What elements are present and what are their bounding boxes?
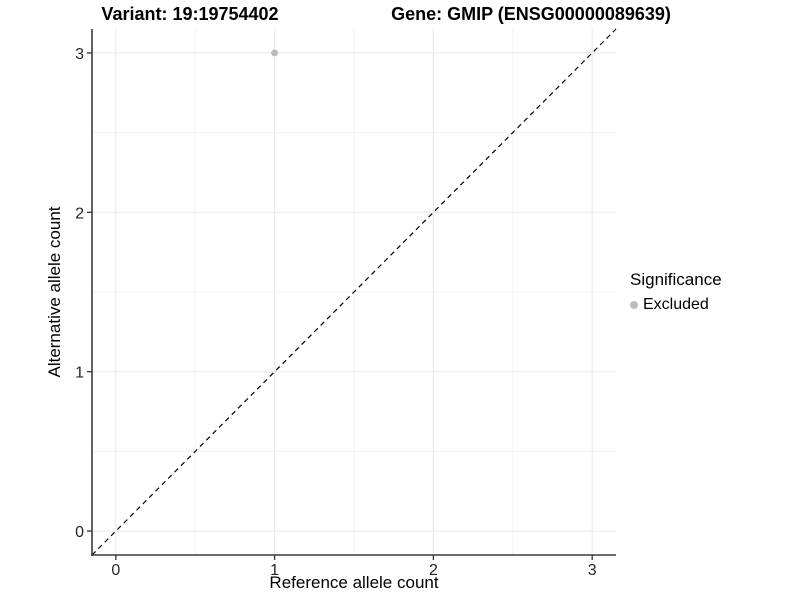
y-tick-label: 0 <box>75 524 84 541</box>
legend-title: Significance <box>630 270 722 289</box>
legend-item-excluded: Excluded <box>630 296 722 314</box>
y-tick-label: 1 <box>75 365 84 382</box>
plot-title-variant: Variant: 19:19754402 <box>101 4 279 24</box>
y-tick-label: 2 <box>75 205 84 222</box>
x-tick-label: 1 <box>270 562 279 579</box>
identity-reference-line <box>91 28 617 556</box>
legend-item-label: Excluded <box>643 296 709 313</box>
x-tick-label: 2 <box>429 562 438 579</box>
x-tick-label: 3 <box>588 562 597 579</box>
x-tick-label: 0 <box>111 562 120 579</box>
y-tick-label: 3 <box>75 46 84 63</box>
x-axis-title: Reference allele count <box>269 573 439 592</box>
data-point <box>271 49 279 57</box>
excluded-marker-icon <box>630 301 638 309</box>
legend: Significance Excluded <box>630 270 722 314</box>
plot-title-gene: Gene: GMIP (ENSG00000089639) <box>391 4 671 24</box>
y-axis-title: Alternative allele count <box>45 206 64 378</box>
